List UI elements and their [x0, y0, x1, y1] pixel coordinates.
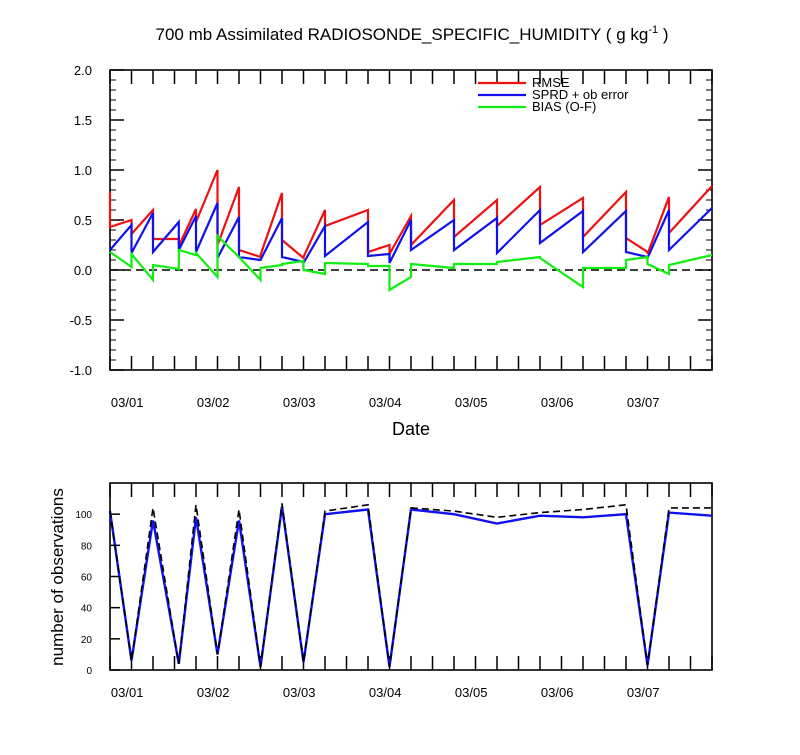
bottom-x-tick-labels: 03/01 03/02 03/03 03/04 03/05 03/06 03/07 — [111, 685, 660, 700]
bottom-y-tick-labels: 0 20 40 60 80 100 — [75, 510, 92, 677]
legend-label: BIAS (O-F) — [532, 99, 596, 114]
x-axis-label: Date — [392, 419, 430, 439]
series-line-observations-possible — [109, 503, 712, 668]
top-y-tick-labels: 2.0 1.5 1.0 0.5 0.0 -0.5 -1.0 — [70, 63, 92, 378]
series-line-observations-used — [108, 506, 713, 668]
legend-label: RMSE — [532, 75, 570, 90]
x-tick-label: 03/07 — [627, 395, 660, 410]
x-tick-label: 03/04 — [369, 395, 402, 410]
chart-title-main: 700 mb Assimilated RADIOSONDE_SPECIFIC_H… — [156, 25, 649, 44]
x-tick-label: 03/03 — [283, 685, 316, 700]
x-tick-label: 03/03 — [283, 395, 316, 410]
x-tick-label: 03/04 — [369, 685, 402, 700]
top-panel: 2.01.51.00.50.0-0.5-1.0 03/01 03/02 03/03 0… — [70, 63, 713, 439]
top-x-tick-labels: 03/01 03/02 03/03 03/04 03/05 03/06 03/07 — [111, 395, 660, 410]
y-axis-label-observations: number of observations — [48, 488, 67, 666]
legend-label: SPRD + ob error — [532, 87, 629, 102]
x-tick-label: 03/06 — [541, 685, 574, 700]
top-ticks — [109, 69, 713, 371]
y-tick-label: 1.0 — [74, 163, 92, 178]
series-line-sprd-ob-error — [109, 202, 713, 268]
y-tick-label: 100 — [75, 510, 92, 521]
y-tick-label: 80 — [81, 541, 93, 552]
series-line-bias-o-f — [109, 233, 713, 292]
y-tick-label: 20 — [81, 635, 93, 646]
y-tick-label: 40 — [81, 604, 93, 615]
chart-title-close: ) — [658, 25, 668, 44]
y-tick-label: 0.0 — [74, 263, 92, 278]
top-series-group — [108, 169, 713, 292]
y-tick-label: -0.5 — [70, 313, 92, 328]
x-tick-label: 03/01 — [111, 685, 144, 700]
x-tick-label: 03/02 — [197, 685, 230, 700]
x-tick-label: 03/06 — [541, 395, 574, 410]
chart-title-superscript: -1 — [648, 24, 658, 36]
x-tick-label: 03/05 — [455, 395, 488, 410]
x-tick-label: 03/07 — [627, 685, 660, 700]
y-tick-label: 0.5 — [74, 213, 92, 228]
chart-title: 700 mb Assimilated RADIOSONDE_SPECIFIC_H… — [156, 24, 669, 44]
y-tick-label: 60 — [81, 573, 93, 584]
x-tick-label: 03/02 — [197, 395, 230, 410]
bottom-ticks — [109, 483, 713, 671]
bottom-series-group — [108, 503, 713, 668]
y-tick-label: 2.0 — [74, 63, 92, 78]
x-tick-label: 03/01 — [111, 395, 144, 410]
x-tick-label: 03/05 — [455, 685, 488, 700]
y-tick-label: 0 — [86, 666, 92, 677]
y-tick-label: -1.0 — [70, 363, 92, 378]
y-tick-label: 1.5 — [74, 113, 92, 128]
